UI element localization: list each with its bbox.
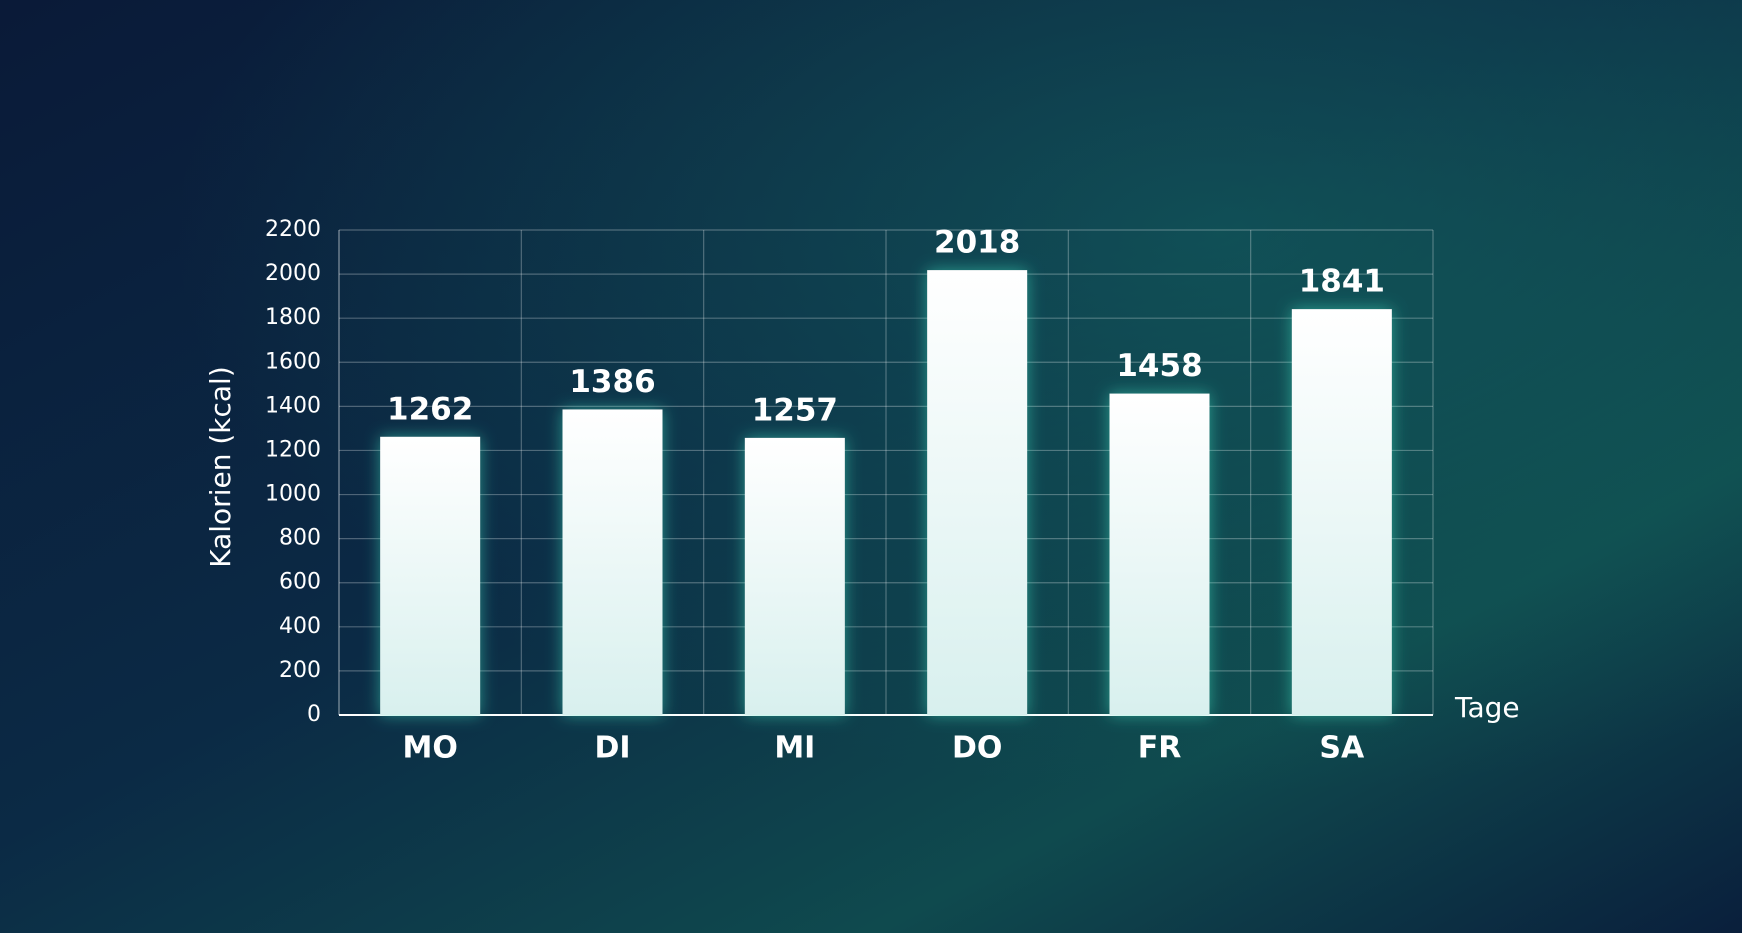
- y-tick-label: 600: [279, 570, 321, 595]
- value-label: 2018: [934, 225, 1020, 261]
- value-label: 1262: [387, 391, 473, 427]
- bar: [744, 437, 845, 715]
- y-tick-label: 1200: [265, 437, 321, 462]
- value-label: 1257: [752, 392, 838, 428]
- bar: [927, 270, 1028, 715]
- x-axis-title: Tage: [1454, 691, 1520, 724]
- x-tick-label: FR: [1138, 731, 1182, 766]
- value-label: 1458: [1116, 348, 1202, 384]
- y-tick-label: 1400: [265, 393, 321, 418]
- bar: [1291, 309, 1392, 715]
- y-tick-label: 2000: [265, 261, 321, 286]
- y-tick-label: 1800: [265, 305, 321, 330]
- bar: [562, 409, 663, 715]
- y-tick-label: 1000: [265, 482, 321, 507]
- y-tick-label: 0: [307, 702, 321, 727]
- x-tick-label: MI: [774, 731, 815, 766]
- x-tick-label: SA: [1319, 731, 1365, 766]
- y-axis-title: Kalorien (kcal): [204, 366, 237, 568]
- y-tick-label: 1600: [265, 349, 321, 374]
- bar: [1109, 393, 1210, 715]
- bar: [380, 436, 481, 715]
- x-tick-label: DO: [952, 731, 1002, 766]
- x-tick-label: DI: [594, 731, 630, 766]
- value-label: 1386: [569, 364, 655, 400]
- value-label: 1841: [1299, 264, 1385, 300]
- x-tick-label: MO: [402, 731, 457, 766]
- y-tick-label: 400: [279, 614, 321, 639]
- y-tick-label: 2200: [265, 217, 321, 242]
- y-tick-label: 800: [279, 526, 321, 551]
- y-tick-label: 200: [279, 658, 321, 683]
